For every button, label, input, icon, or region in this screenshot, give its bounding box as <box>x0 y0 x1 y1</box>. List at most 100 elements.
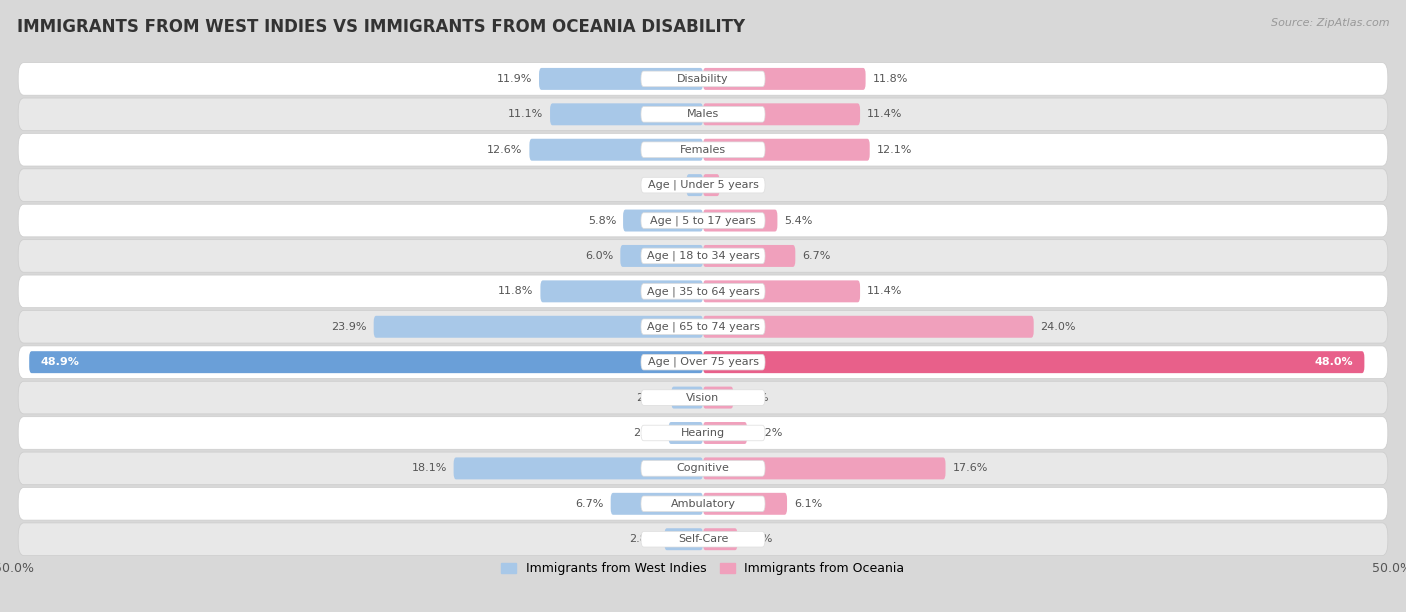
Text: 2.2%: 2.2% <box>740 392 769 403</box>
FancyBboxPatch shape <box>538 68 703 90</box>
FancyBboxPatch shape <box>686 174 703 196</box>
FancyBboxPatch shape <box>641 248 765 264</box>
Text: 2.8%: 2.8% <box>628 534 658 544</box>
FancyBboxPatch shape <box>703 457 945 479</box>
FancyBboxPatch shape <box>703 245 796 267</box>
FancyBboxPatch shape <box>703 422 747 444</box>
FancyBboxPatch shape <box>641 177 765 193</box>
Text: 11.4%: 11.4% <box>868 286 903 296</box>
FancyBboxPatch shape <box>620 245 703 267</box>
Text: 1.2%: 1.2% <box>651 180 679 190</box>
Text: 11.8%: 11.8% <box>873 74 908 84</box>
FancyBboxPatch shape <box>18 133 1388 166</box>
Text: Females: Females <box>681 144 725 155</box>
Text: Age | Over 75 years: Age | Over 75 years <box>648 357 758 367</box>
FancyBboxPatch shape <box>671 387 703 409</box>
FancyBboxPatch shape <box>703 493 787 515</box>
Text: Ambulatory: Ambulatory <box>671 499 735 509</box>
Text: 2.5%: 2.5% <box>633 428 662 438</box>
FancyBboxPatch shape <box>703 139 870 161</box>
FancyBboxPatch shape <box>550 103 703 125</box>
FancyBboxPatch shape <box>18 169 1388 201</box>
Text: 6.1%: 6.1% <box>794 499 823 509</box>
Text: 5.4%: 5.4% <box>785 215 813 226</box>
Text: 48.0%: 48.0% <box>1315 357 1354 367</box>
FancyBboxPatch shape <box>703 174 720 196</box>
Text: Vision: Vision <box>686 392 720 403</box>
FancyBboxPatch shape <box>30 351 703 373</box>
FancyBboxPatch shape <box>641 390 765 405</box>
FancyBboxPatch shape <box>18 417 1388 449</box>
Text: 11.9%: 11.9% <box>496 74 531 84</box>
FancyBboxPatch shape <box>641 461 765 476</box>
FancyBboxPatch shape <box>18 275 1388 308</box>
Text: Source: ZipAtlas.com: Source: ZipAtlas.com <box>1271 18 1389 28</box>
FancyBboxPatch shape <box>374 316 703 338</box>
FancyBboxPatch shape <box>703 316 1033 338</box>
FancyBboxPatch shape <box>18 204 1388 237</box>
Text: Males: Males <box>688 110 718 119</box>
FancyBboxPatch shape <box>18 310 1388 343</box>
FancyBboxPatch shape <box>641 71 765 87</box>
Text: 24.0%: 24.0% <box>1040 322 1076 332</box>
Text: 11.1%: 11.1% <box>508 110 543 119</box>
FancyBboxPatch shape <box>703 209 778 231</box>
FancyBboxPatch shape <box>641 283 765 299</box>
Text: 12.6%: 12.6% <box>486 144 523 155</box>
FancyBboxPatch shape <box>669 422 703 444</box>
FancyBboxPatch shape <box>641 425 765 441</box>
Text: 2.5%: 2.5% <box>744 534 773 544</box>
FancyBboxPatch shape <box>703 103 860 125</box>
FancyBboxPatch shape <box>18 381 1388 414</box>
FancyBboxPatch shape <box>703 351 1364 373</box>
Text: 17.6%: 17.6% <box>952 463 988 474</box>
Text: Age | 35 to 64 years: Age | 35 to 64 years <box>647 286 759 297</box>
Text: 2.3%: 2.3% <box>636 392 665 403</box>
Text: IMMIGRANTS FROM WEST INDIES VS IMMIGRANTS FROM OCEANIA DISABILITY: IMMIGRANTS FROM WEST INDIES VS IMMIGRANT… <box>17 18 745 36</box>
FancyBboxPatch shape <box>540 280 703 302</box>
Legend: Immigrants from West Indies, Immigrants from Oceania: Immigrants from West Indies, Immigrants … <box>496 558 910 580</box>
Text: 23.9%: 23.9% <box>332 322 367 332</box>
FancyBboxPatch shape <box>641 213 765 228</box>
Text: 6.7%: 6.7% <box>803 251 831 261</box>
Text: Cognitive: Cognitive <box>676 463 730 474</box>
FancyBboxPatch shape <box>18 488 1388 520</box>
FancyBboxPatch shape <box>623 209 703 231</box>
FancyBboxPatch shape <box>703 68 866 90</box>
Text: Self-Care: Self-Care <box>678 534 728 544</box>
Text: Age | 18 to 34 years: Age | 18 to 34 years <box>647 251 759 261</box>
FancyBboxPatch shape <box>703 387 734 409</box>
FancyBboxPatch shape <box>530 139 703 161</box>
FancyBboxPatch shape <box>18 346 1388 378</box>
FancyBboxPatch shape <box>703 280 860 302</box>
Text: 1.2%: 1.2% <box>727 180 755 190</box>
FancyBboxPatch shape <box>641 496 765 512</box>
Text: 18.1%: 18.1% <box>412 463 447 474</box>
FancyBboxPatch shape <box>454 457 703 479</box>
FancyBboxPatch shape <box>610 493 703 515</box>
Text: Disability: Disability <box>678 74 728 84</box>
FancyBboxPatch shape <box>18 452 1388 485</box>
FancyBboxPatch shape <box>665 528 703 550</box>
Text: 11.8%: 11.8% <box>498 286 533 296</box>
Text: Age | 5 to 17 years: Age | 5 to 17 years <box>650 215 756 226</box>
FancyBboxPatch shape <box>641 106 765 122</box>
Text: 48.9%: 48.9% <box>41 357 79 367</box>
Text: Age | Under 5 years: Age | Under 5 years <box>648 180 758 190</box>
FancyBboxPatch shape <box>18 62 1388 95</box>
FancyBboxPatch shape <box>641 319 765 335</box>
Text: 11.4%: 11.4% <box>868 110 903 119</box>
Text: 3.2%: 3.2% <box>754 428 782 438</box>
Text: 12.1%: 12.1% <box>876 144 912 155</box>
FancyBboxPatch shape <box>641 354 765 370</box>
FancyBboxPatch shape <box>641 142 765 157</box>
Text: 6.7%: 6.7% <box>575 499 603 509</box>
Text: 6.0%: 6.0% <box>585 251 613 261</box>
FancyBboxPatch shape <box>18 523 1388 556</box>
FancyBboxPatch shape <box>18 98 1388 130</box>
Text: 5.8%: 5.8% <box>588 215 616 226</box>
Text: Age | 65 to 74 years: Age | 65 to 74 years <box>647 321 759 332</box>
FancyBboxPatch shape <box>641 531 765 547</box>
FancyBboxPatch shape <box>703 528 738 550</box>
Text: Hearing: Hearing <box>681 428 725 438</box>
